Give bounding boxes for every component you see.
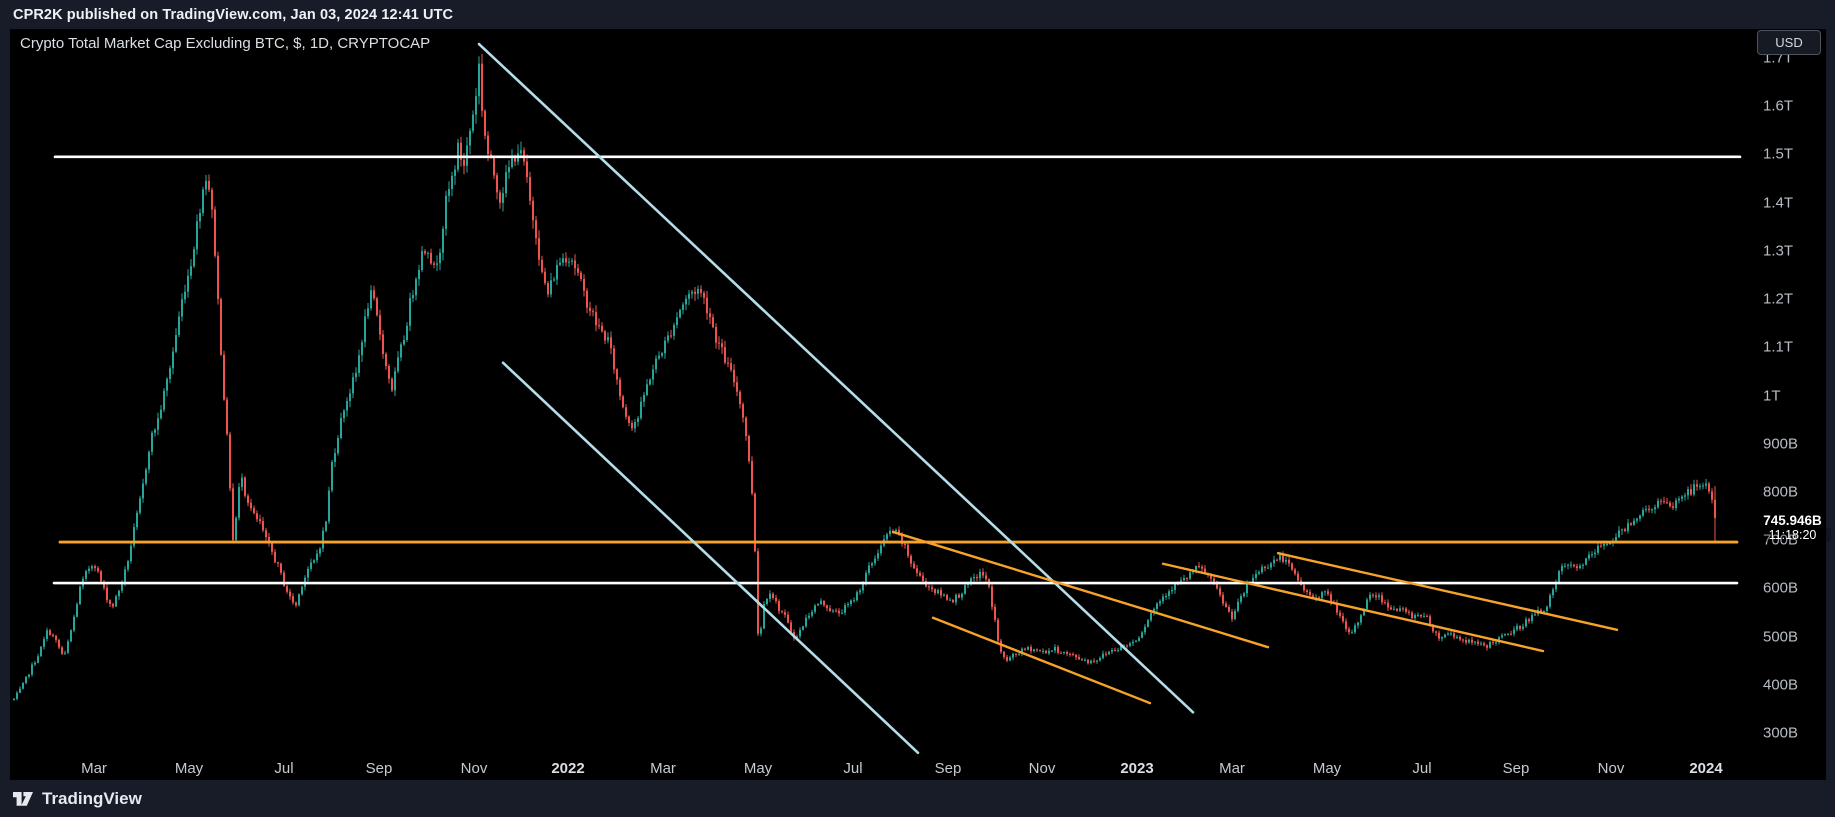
cyan-major-downtrend[interactable] (477, 42, 1195, 714)
price-tick-label: 1.4T (1763, 194, 1794, 212)
time-tick-label: Jul (843, 760, 863, 777)
bar-countdown: 11:18:20 (1754, 528, 1831, 542)
price-tick-label: 1.2T (1763, 290, 1794, 308)
orange-channel-b-lower[interactable] (1161, 562, 1545, 653)
orange-channel-a-upper[interactable] (891, 530, 1270, 649)
trendlines-layer (52, 42, 1742, 755)
last-price-value: 745.946B (1763, 513, 1822, 528)
tradingview-logo-icon[interactable] (12, 791, 34, 807)
time-tick-label: Sep (1502, 760, 1530, 777)
price-tick-label: 900B (1763, 435, 1799, 453)
price-tick-label: 1.5T (1763, 145, 1794, 163)
price-tick-label: 500B (1763, 628, 1799, 646)
time-tick-label: Mar (81, 760, 107, 777)
time-tick-label: Jul (274, 760, 294, 777)
price-tick-label: 700B (1763, 531, 1799, 549)
cyan-parallel-downtrend[interactable] (501, 361, 920, 755)
chart-background (10, 29, 1826, 780)
time-tick-label: Jul (1412, 760, 1432, 777)
price-tick-label: 1T (1763, 387, 1781, 404)
price-tick-label: 1.3T (1763, 242, 1794, 260)
candles-layer (13, 54, 1716, 701)
footer-bar: TradingView (0, 780, 1835, 817)
price-tick-label: 1.1T (1763, 338, 1794, 356)
candle-series (13, 63, 1707, 700)
time-tick-label: Nov (1597, 760, 1625, 777)
orange-channel-a-lower[interactable] (931, 616, 1152, 705)
time-tick-label: May (174, 760, 204, 777)
candle-series (49, 54, 1716, 665)
currency-usd-label: USD (1775, 35, 1803, 50)
time-tick-label: Mar (650, 760, 676, 777)
publish-header-bar: CPR2K published on TradingView.com, Jan … (0, 0, 1835, 29)
price-tick-label: 400B (1763, 676, 1799, 694)
time-tick-label: Nov (1028, 760, 1056, 777)
tradingview-brand-text[interactable]: TradingView (42, 788, 142, 808)
time-tick-label: May (1312, 760, 1342, 777)
time-tick-label: 2023 (1120, 760, 1154, 777)
price-tick-label: 800B (1763, 483, 1799, 501)
time-tick-label: 2024 (1689, 760, 1723, 777)
time-tick-label: May (743, 760, 773, 777)
candle-series (49, 63, 1716, 664)
price-tick-label: 1.6T (1763, 97, 1794, 115)
price-tick-label: 600B (1763, 579, 1799, 597)
time-tick-label: Sep (365, 760, 393, 777)
symbol-title[interactable]: Crypto Total Market Cap Excluding BTC, $… (20, 35, 431, 52)
currency-usd-button[interactable]: USD (1757, 30, 1821, 55)
last-price-badge: 745.946B 11:18:20 (1754, 512, 1831, 542)
candle-series (13, 56, 1707, 701)
orange-channel-b-upper[interactable] (1276, 551, 1619, 632)
time-tick-label: Mar (1219, 760, 1245, 777)
time-tick-label: Sep (934, 760, 962, 777)
published-attribution-text: CPR2K published on TradingView.com, Jan … (13, 6, 454, 23)
price-tick-label: 300B (1763, 724, 1799, 742)
time-tick-label: Nov (460, 760, 488, 777)
time-tick-label: 2022 (551, 760, 585, 777)
